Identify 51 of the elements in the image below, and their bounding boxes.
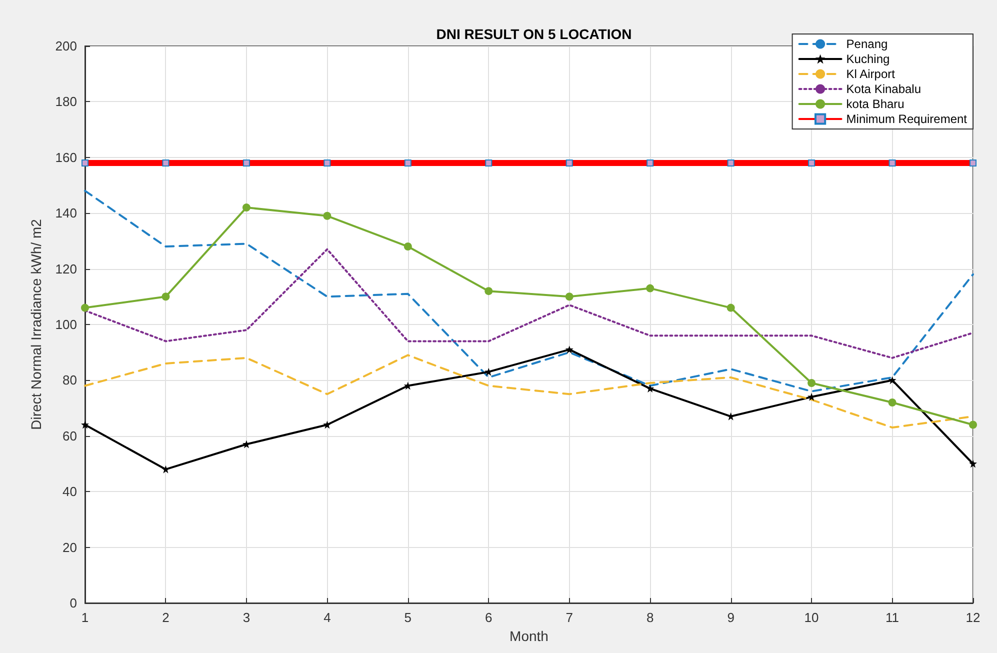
y-tick-label: 120 xyxy=(55,261,77,276)
y-tick-label: 20 xyxy=(62,540,77,555)
legend-label: Minimum Requirement xyxy=(846,112,968,126)
point xyxy=(484,287,493,296)
x-tick-label: 1 xyxy=(81,610,89,625)
x-tick-label: 3 xyxy=(242,610,250,625)
x-tick-label: 11 xyxy=(886,610,900,625)
point xyxy=(404,242,412,251)
point xyxy=(242,204,250,212)
point xyxy=(81,420,89,429)
point xyxy=(646,284,654,292)
x-tick-label: 6 xyxy=(485,610,492,625)
chart-title: DNI RESULT ON 5 LOCATION xyxy=(436,26,632,42)
y-tick-label: 0 xyxy=(70,596,77,610)
point xyxy=(162,292,170,301)
point xyxy=(81,304,89,312)
point xyxy=(808,378,816,387)
line-series xyxy=(84,190,974,392)
legend-label: Kota Kinabalu xyxy=(846,82,922,96)
x-tick-label: 7 xyxy=(566,610,573,625)
y-tick-label: 60 xyxy=(62,428,77,444)
point xyxy=(969,420,977,429)
legend-label: Kl Airport xyxy=(846,67,896,81)
x-tick-label: 10 xyxy=(804,610,819,625)
x-tick-label: 8 xyxy=(646,610,654,625)
y-tick-label: 200 xyxy=(55,38,77,54)
point xyxy=(726,304,735,312)
point xyxy=(888,398,896,406)
x-tick-label: 2 xyxy=(162,610,170,625)
x-tick-label: 5 xyxy=(404,610,412,625)
point xyxy=(646,384,654,393)
x-axis-title: Month xyxy=(510,628,548,644)
legend-label: Kuching xyxy=(846,52,890,66)
legend-label: kota Bharu xyxy=(846,97,904,111)
y-tick-label: 80 xyxy=(62,372,77,388)
y-tick-label: 40 xyxy=(62,484,77,500)
point xyxy=(969,460,977,468)
legend-label: Penang xyxy=(846,37,888,51)
x-tick-label: 12 xyxy=(966,610,980,625)
y-tick-label: 160 xyxy=(55,150,77,165)
x-tick-label: 4 xyxy=(324,610,331,625)
y-tick-label: 140 xyxy=(55,206,77,221)
point xyxy=(323,212,332,220)
point xyxy=(565,292,574,301)
point xyxy=(565,346,574,354)
y-axis-title: Direct Normal Irradiance kWh/ m2 xyxy=(28,218,44,430)
x-tick-label: 9 xyxy=(727,610,734,625)
y-tick-label: 100 xyxy=(55,317,77,332)
y-tick-label: 180 xyxy=(55,94,77,110)
point xyxy=(323,420,332,429)
point xyxy=(888,376,896,384)
